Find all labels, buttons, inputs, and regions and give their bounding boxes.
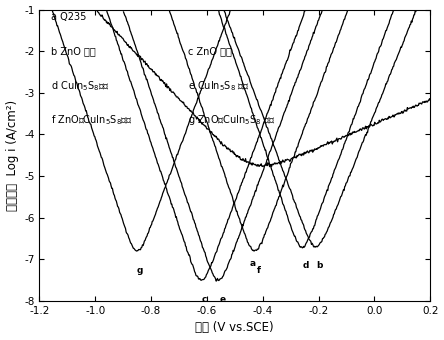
Text: e CuIn$_5$S$_8$ 光照: e CuIn$_5$S$_8$ 光照	[188, 80, 250, 93]
Text: c ZnO 光照: c ZnO 光照	[188, 46, 232, 56]
Text: e: e	[219, 295, 225, 304]
Text: a: a	[250, 259, 256, 268]
Text: d CuIn$_5$S$_8$暗态: d CuIn$_5$S$_8$暗态	[51, 80, 110, 93]
Text: f: f	[257, 266, 261, 275]
Text: g ZnO－CuIn$_5$S$_8$ 光照: g ZnO－CuIn$_5$S$_8$ 光照	[188, 113, 275, 127]
Text: b ZnO 暗态: b ZnO 暗态	[51, 46, 96, 56]
Text: f ZnO－CuIn$_5$S$_8$暗态: f ZnO－CuIn$_5$S$_8$暗态	[51, 113, 133, 127]
Text: b: b	[317, 261, 323, 271]
Text: g: g	[137, 266, 143, 275]
X-axis label: 电位 (V vs.SCE): 电位 (V vs.SCE)	[195, 321, 274, 335]
Y-axis label: 电流密度  Log i (A/cm²): 电流密度 Log i (A/cm²)	[6, 100, 19, 211]
Text: c: c	[202, 295, 207, 304]
Text: d: d	[303, 261, 309, 271]
Text: a Q235: a Q235	[51, 13, 87, 22]
